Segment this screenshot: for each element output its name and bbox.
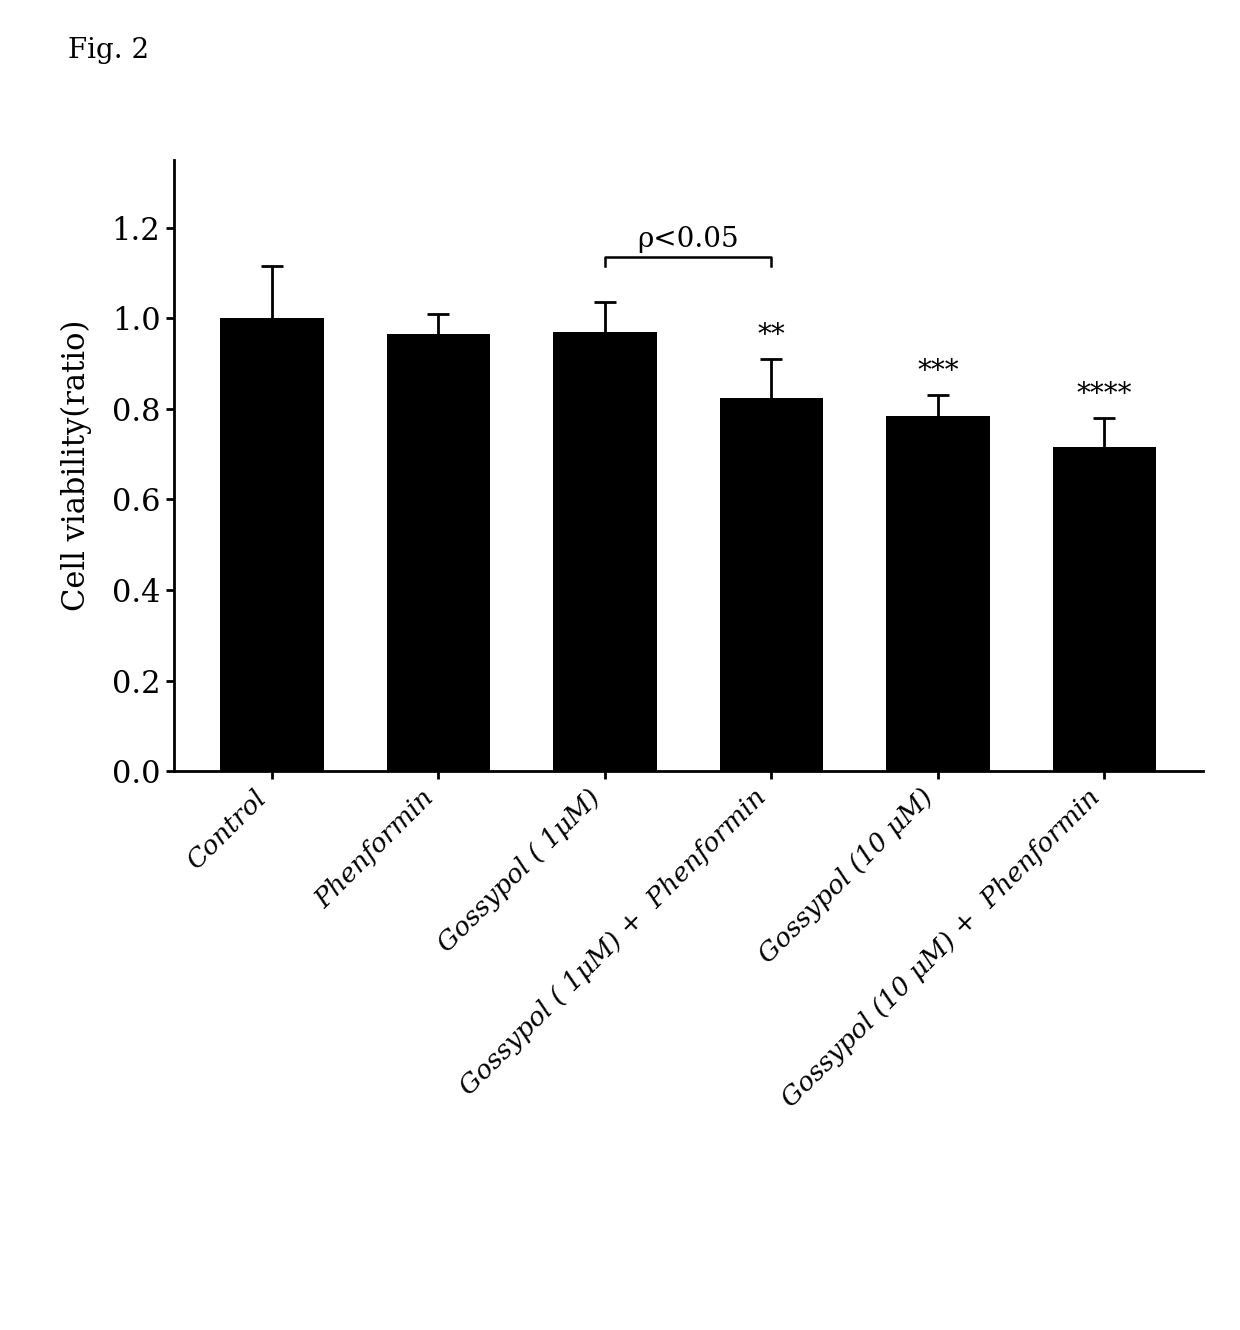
Bar [553,331,656,771]
Bar [887,416,990,771]
Text: ****: **** [1076,380,1132,408]
Bar [1053,447,1156,771]
Bar [221,318,324,771]
Bar [720,398,823,771]
Text: ρ<0.05: ρ<0.05 [637,226,739,254]
Text: **: ** [758,322,785,348]
Text: ***: *** [918,358,959,386]
Bar [387,334,490,771]
Y-axis label: Cell viability(ratio): Cell viability(ratio) [61,319,92,612]
Text: Fig. 2: Fig. 2 [68,37,149,64]
